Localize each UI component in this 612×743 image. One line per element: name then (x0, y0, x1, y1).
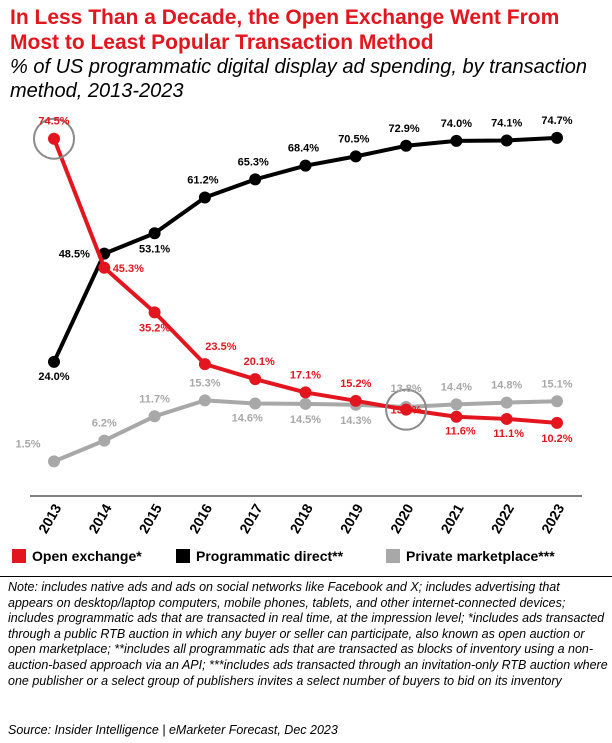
data-label-private-marketplace: 11.7% (139, 393, 170, 405)
data-label-open-exchange: 17.1% (290, 369, 321, 381)
chart-title: In Less Than a Decade, the Open Exchange… (10, 6, 560, 54)
data-point-programmatic-direct (148, 227, 161, 240)
data-point-open-exchange (349, 394, 362, 407)
data-label-open-exchange: 11.6% (445, 426, 476, 438)
data-point-open-exchange (148, 306, 161, 319)
data-point-private-marketplace (98, 434, 111, 447)
data-label-programmatic-direct: 65.3% (238, 156, 269, 168)
data-point-programmatic-direct (299, 159, 312, 172)
highlight-circle (385, 388, 428, 431)
x-tick-label: 2015 (136, 501, 166, 536)
data-point-open-exchange (249, 373, 262, 386)
data-label-private-marketplace: 14.5% (290, 414, 321, 426)
data-point-open-exchange (450, 410, 463, 423)
data-point-programmatic-direct (500, 134, 513, 147)
data-point-private-marketplace (500, 396, 513, 409)
data-point-open-exchange (500, 412, 513, 425)
data-label-open-exchange: 13.2% (390, 405, 421, 417)
data-label-private-marketplace: 6.2% (92, 418, 117, 430)
legend-item-private-marketplace: Private marketplace*** (386, 548, 555, 564)
data-label-private-marketplace: 15.1% (541, 378, 572, 390)
legend-label-programmatic-direct: Programmatic direct** (196, 548, 344, 564)
data-point-open-exchange (48, 132, 60, 145)
x-tick-label: 2017 (236, 501, 266, 536)
data-label-programmatic-direct: 74.0% (441, 118, 472, 130)
data-label-programmatic-direct: 72.9% (388, 123, 419, 135)
x-tick-label: 2018 (286, 501, 316, 536)
data-label-open-exchange: 35.2% (139, 322, 170, 334)
chart-subtitle: % of US programmatic digital display ad … (10, 56, 587, 102)
data-point-open-exchange (551, 416, 563, 429)
legend-label-open-exchange: Open exchange* (32, 548, 142, 564)
line-chart: 2013 2014 2015 2016 2017 2018 2019 2020 2021 2022… (15, 115, 582, 536)
x-tick-label: 2021 (437, 501, 467, 536)
data-label-open-exchange: 11.1% (493, 428, 524, 440)
data-label-open-exchange: 45.3% (113, 263, 144, 275)
data-label-private-marketplace: 15.3% (189, 377, 220, 389)
data-point-private-marketplace (299, 397, 312, 410)
x-tick-label: 2019 (337, 501, 367, 536)
data-label-programmatic-direct: 74.1% (491, 117, 522, 129)
footer-divider (0, 576, 612, 577)
data-label-open-exchange: 20.1% (244, 356, 275, 368)
data-point-open-exchange (299, 386, 312, 399)
data-point-private-marketplace (148, 410, 161, 423)
data-point-private-marketplace (450, 398, 463, 411)
data-point-private-marketplace (48, 455, 60, 468)
legend-item-programmatic-direct: Programmatic direct** (176, 548, 343, 564)
x-tick-label: 2023 (538, 501, 568, 536)
x-tick-label: 2016 (186, 501, 216, 536)
data-label-private-marketplace: 14.3% (340, 415, 371, 427)
data-point-programmatic-direct (450, 134, 463, 147)
x-tick-label: 2014 (85, 501, 115, 536)
data-point-private-marketplace (551, 395, 563, 408)
data-label-programmatic-direct: 53.1% (139, 243, 170, 255)
data-label-programmatic-direct: 24.0% (38, 371, 69, 383)
data-point-private-marketplace (198, 394, 211, 407)
data-point-programmatic-direct (198, 191, 211, 204)
data-point-programmatic-direct (249, 173, 262, 186)
data-label-programmatic-direct: 70.5% (338, 133, 369, 145)
chart-legend: Open exchange* Programmatic direct** Pri… (10, 548, 606, 568)
data-label-private-marketplace: 1.5% (15, 438, 40, 450)
data-point-private-marketplace (249, 397, 262, 410)
data-label-private-marketplace: 13.8% (390, 383, 421, 395)
data-point-open-exchange (98, 261, 111, 274)
data-label-programmatic-direct: 68.4% (288, 143, 319, 155)
data-point-programmatic-direct (400, 139, 413, 152)
data-point-open-exchange (198, 358, 211, 371)
data-label-open-exchange: 74.5% (38, 116, 69, 128)
data-label-open-exchange: 10.2% (541, 433, 572, 445)
data-label-private-marketplace: 14.6% (232, 412, 263, 424)
legend-swatch-programmatic-direct (176, 549, 190, 563)
data-label-programmatic-direct: 61.2% (187, 174, 218, 186)
x-tick-label: 2022 (488, 501, 518, 536)
data-label-private-marketplace: 14.8% (491, 380, 522, 392)
data-point-programmatic-direct (48, 355, 60, 368)
data-label-open-exchange: 23.5% (205, 341, 236, 353)
legend-label-private-marketplace: Private marketplace*** (406, 548, 555, 564)
x-tick-label: 2013 (35, 501, 65, 536)
x-tick-label: 2020 (387, 501, 417, 536)
data-point-open-exchange (400, 403, 413, 416)
chart-note: Note: includes native ads and ads on soc… (8, 580, 608, 688)
data-label-programmatic-direct: 74.7% (541, 115, 572, 127)
legend-item-open-exchange: Open exchange* (12, 548, 142, 564)
data-label-open-exchange: 15.2% (340, 378, 371, 390)
data-point-programmatic-direct (349, 150, 362, 163)
data-label-programmatic-direct: 48.5% (59, 249, 90, 261)
legend-swatch-open-exchange (12, 549, 26, 563)
data-label-private-marketplace: 14.4% (441, 381, 472, 393)
data-point-programmatic-direct (551, 131, 563, 144)
highlight-circle (33, 117, 75, 160)
legend-swatch-private-marketplace (386, 549, 400, 563)
chart-source: Source: Insider Intelligence | eMarketer… (8, 723, 338, 737)
